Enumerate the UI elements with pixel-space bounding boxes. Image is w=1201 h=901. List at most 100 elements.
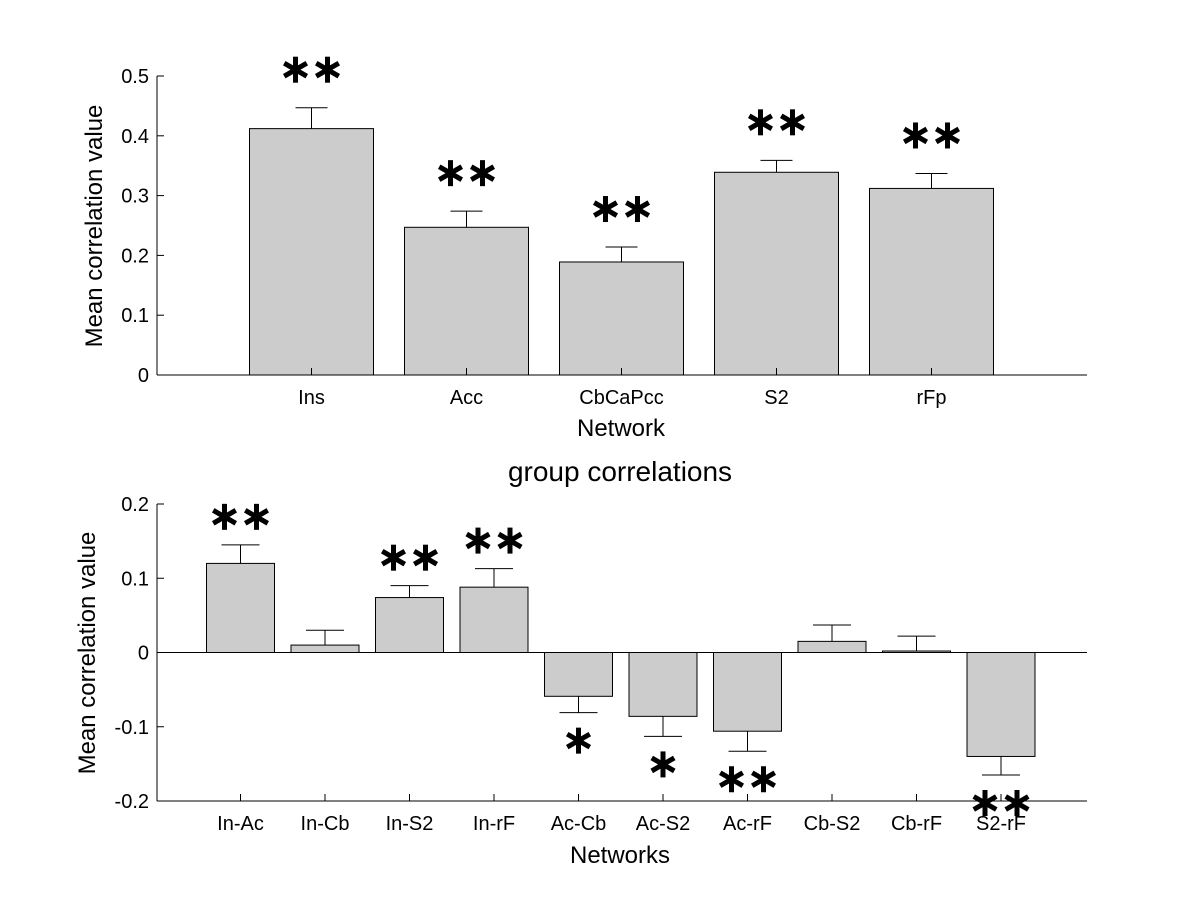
y-tick-label: 0.2 — [121, 494, 149, 516]
significance-rFp — [902, 122, 961, 149]
chart-bottom-y-axis-label: Mean correlation value — [74, 532, 101, 775]
x-tick-label: In-S2 — [386, 813, 434, 835]
significance-Ins — [282, 56, 341, 83]
chart-bottom-x-axis-label: Networks — [570, 842, 670, 869]
y-tick-label: 0.1 — [121, 568, 149, 590]
asterisk-stroke — [750, 770, 777, 788]
bar-Acc — [404, 226, 529, 376]
chart-top-axes: 0 0.1 0.2 0.3 0.4 0.5 Ins Acc CbCaPcc S2 rFp — [121, 66, 1087, 409]
x-tick-label: Acc — [450, 387, 483, 409]
asterisk-icon — [437, 160, 464, 187]
asterisk-stroke — [592, 200, 619, 218]
significance-In-rF — [465, 527, 523, 554]
x-tick-label: Ac-rF — [723, 813, 772, 835]
asterisk-stroke — [565, 731, 592, 750]
asterisk-stroke — [282, 61, 309, 79]
bar-In-rF — [459, 586, 529, 653]
significance-Acc — [437, 160, 496, 187]
bar-In-Ac — [206, 562, 275, 654]
bar-Ac-rF — [713, 652, 782, 732]
asterisk-icon — [972, 790, 998, 817]
asterisk-icon — [902, 122, 929, 149]
x-tick-label: In-rF — [473, 813, 515, 835]
significance-Ac-rF — [718, 766, 777, 793]
asterisk-stroke — [747, 113, 774, 131]
asterisk-icon — [282, 56, 309, 83]
x-tick-label: Ins — [298, 387, 325, 409]
x-tick-label: Ac-S2 — [636, 813, 690, 835]
significance-In-S2 — [380, 544, 439, 571]
asterisk-icon — [243, 503, 270, 530]
asterisk-icon — [934, 122, 961, 149]
asterisk-stroke — [380, 549, 407, 567]
asterisk-stroke — [972, 794, 998, 812]
bar-Ins — [249, 128, 374, 376]
significance-In-Ac — [211, 503, 270, 530]
asterisk-icon — [380, 544, 407, 571]
y-tick-label: -0.1 — [115, 717, 149, 739]
asterisk-icon — [718, 766, 745, 793]
significance-CbCaPcc — [592, 196, 651, 223]
asterisk-icon — [314, 56, 341, 83]
x-tick-label: rFp — [917, 387, 947, 409]
asterisk-stroke — [624, 200, 651, 218]
chart-top-bars — [249, 56, 994, 376]
asterisk-stroke — [412, 549, 439, 567]
y-tick-label: 0.5 — [121, 66, 149, 88]
x-tick-label: S2 — [764, 387, 788, 409]
chart-bottom-title: group correlations — [508, 456, 732, 487]
asterisk-stroke — [902, 126, 929, 145]
y-tick-label: 0 — [138, 365, 149, 387]
significance-Ac-Cb — [565, 727, 592, 754]
asterisk-stroke — [469, 164, 496, 182]
asterisk-stroke — [465, 531, 491, 550]
asterisk-stroke — [211, 508, 238, 526]
y-tick-label: 0.4 — [121, 126, 149, 148]
bar-rFp — [869, 187, 994, 376]
asterisk-icon — [1004, 790, 1030, 817]
bar-In-S2 — [375, 597, 444, 653]
asterisk-stroke — [934, 126, 961, 145]
y-tick-label: 0.3 — [121, 186, 149, 208]
x-tick-label: Cb-rF — [891, 813, 942, 835]
asterisk-icon — [779, 109, 806, 136]
asterisk-icon — [469, 160, 496, 187]
asterisk-stroke — [243, 508, 270, 526]
bar-Ac-S2 — [628, 652, 698, 717]
x-tick-label: CbCaPcc — [579, 387, 663, 409]
bar-Ac-Cb — [544, 652, 613, 697]
asterisk-icon — [211, 503, 238, 530]
bar-CbCaPcc — [559, 261, 684, 376]
asterisk-icon — [497, 527, 523, 554]
asterisk-icon — [650, 751, 676, 778]
asterisk-icon — [565, 727, 592, 754]
asterisk-icon — [747, 109, 774, 136]
chart-top-y-axis-label: Mean correlation value — [81, 105, 108, 348]
y-tick-label: 0.1 — [121, 305, 149, 327]
x-tick-label: In-Cb — [301, 813, 350, 835]
asterisk-stroke — [437, 164, 464, 182]
chart-bottom-axes: -0.2 -0.1 0 0.1 0.2 In-Ac In-Cb In-S2 In-rF Ac-Cb… — [115, 494, 1087, 835]
bar-Cb-S2 — [797, 640, 867, 653]
bar-S2-rF — [966, 652, 1036, 757]
chart-top-network-correlations: 0 0.1 0.2 0.3 0.4 0.5 Ins Acc CbCaPcc S2 rFp Netwo… — [81, 56, 1087, 442]
asterisk-icon — [465, 527, 491, 554]
asterisk-icon — [412, 544, 439, 571]
x-tick-label: Ac-Cb — [551, 813, 607, 835]
asterisk-icon — [592, 196, 619, 223]
x-tick-label: Cb-S2 — [804, 813, 861, 835]
significance-S2-rF — [972, 790, 1030, 817]
y-tick-label: 0 — [138, 643, 149, 665]
asterisk-stroke — [718, 770, 745, 788]
asterisk-stroke — [314, 61, 341, 79]
y-tick-label: 0.2 — [121, 245, 149, 267]
bar-S2 — [714, 171, 839, 376]
significance-Ac-S2 — [650, 751, 676, 778]
x-tick-label: In-Ac — [217, 813, 264, 835]
chart-bottom-group-correlations: group correlations -0.2 -0.1 0 0.1 0.2 In-Ac I… — [74, 456, 1087, 869]
asterisk-stroke — [1004, 794, 1030, 812]
x-tick-label: S2-rF — [976, 813, 1026, 835]
asterisk-icon — [624, 196, 651, 223]
bar-In-Cb — [290, 644, 360, 654]
